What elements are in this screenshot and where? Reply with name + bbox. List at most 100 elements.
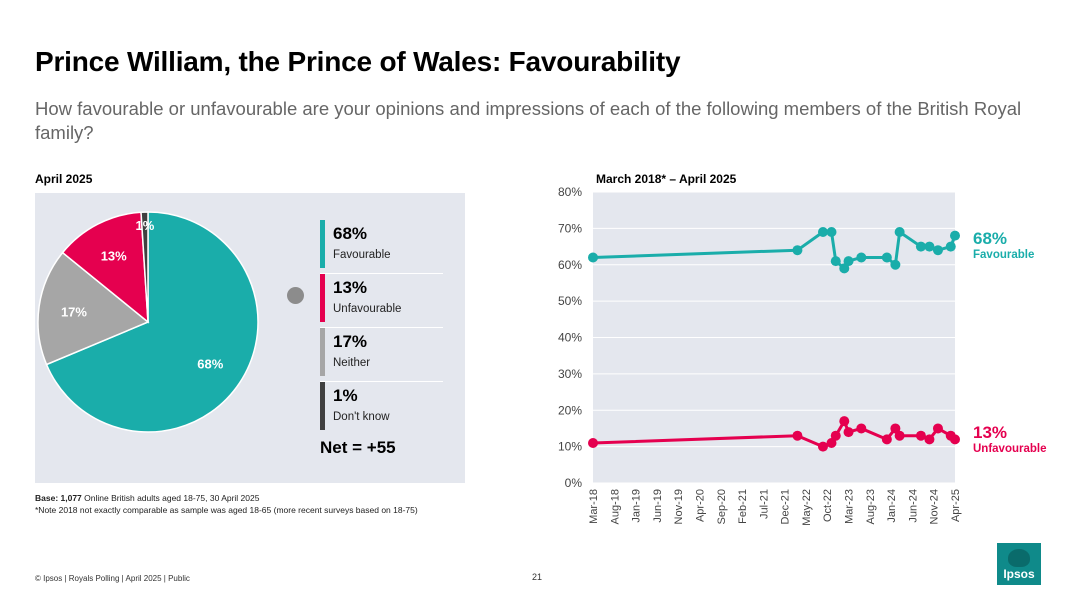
- data-point-unfavourable: [588, 437, 598, 448]
- y-tick-label: 80%: [558, 185, 582, 199]
- data-point-unfavourable: [890, 423, 901, 434]
- data-point-favourable: [924, 241, 935, 252]
- legend-divider: [320, 381, 443, 382]
- y-tick-label: 40%: [558, 331, 582, 345]
- x-tick-label: Jan-24: [886, 489, 898, 523]
- legend-dont-know: 1% Don't know: [320, 382, 443, 430]
- page-subtitle: How favourable or unfavourable are your …: [35, 98, 1022, 143]
- data-point-unfavourable: [881, 434, 892, 445]
- favourable-end-name: Favourable: [973, 249, 1035, 261]
- legend-favourable-pct: 68%: [333, 224, 368, 243]
- data-point-favourable: [915, 241, 926, 252]
- x-tick-label: Mar-23: [844, 489, 856, 524]
- x-tick-label: Dec-21: [780, 489, 792, 524]
- pie-slice-favourable: [45, 211, 259, 433]
- logo-mark-icon: [1008, 549, 1030, 567]
- data-point-favourable: [932, 245, 943, 256]
- data-point-unfavourable: [856, 423, 867, 434]
- page-number: 21: [532, 572, 543, 582]
- data-point-unfavourable: [843, 427, 854, 438]
- x-tick-label: Apr-25: [950, 489, 962, 522]
- x-tick-label: Jun-19: [652, 489, 664, 523]
- unfavourable-end-pct: 13%: [973, 423, 1008, 442]
- pie-panel: 68% 17% 13% 1% 68% Favourable 13% Unfavoura…: [35, 193, 465, 483]
- data-point-favourable: [856, 252, 867, 263]
- x-tick-label: Feb-21: [737, 489, 749, 524]
- data-point-favourable: [588, 252, 598, 263]
- data-point-unfavourable: [839, 416, 850, 427]
- y-tick-label: 20%: [558, 403, 582, 417]
- data-point-favourable: [839, 263, 850, 274]
- x-tick-label: Nov-19: [673, 489, 685, 524]
- legend-neither: 17% Neither: [320, 328, 443, 376]
- data-point-unfavourable: [817, 441, 828, 452]
- legend-unfavourable: 13% Unfavourable: [320, 274, 443, 322]
- x-tick-label: Aug-23: [865, 489, 877, 524]
- x-tick-label: Apr-20: [694, 489, 706, 522]
- x-tick-label: May-22: [801, 489, 813, 526]
- pie-label-neither: 17%: [61, 304, 87, 319]
- data-point-unfavourable: [950, 434, 960, 445]
- legend-unfavourable-swatch: [320, 274, 325, 322]
- legend-favourable-label: Favourable: [333, 249, 391, 261]
- data-point-favourable: [792, 245, 803, 256]
- line-panel-label: March 2018* – April 2025: [596, 172, 737, 186]
- x-tick-label: Nov-24: [929, 489, 941, 524]
- pie-panel-label: April 2025: [35, 172, 93, 186]
- y-tick-label: 0%: [565, 476, 583, 490]
- ipsos-logo: Ipsos: [997, 543, 1041, 585]
- data-point-favourable: [881, 252, 892, 263]
- footer: © Ipsos | Royals Polling | April 2025 | …: [35, 574, 190, 583]
- comparability-note: *Note 2018 not exactly comparable as sam…: [35, 505, 418, 515]
- data-point-favourable: [843, 256, 854, 267]
- pie-label-unfavourable: 13%: [101, 249, 127, 264]
- x-tick-label: Mar-18: [588, 489, 600, 524]
- legend-divider: [320, 327, 443, 328]
- data-point-favourable: [826, 227, 837, 238]
- x-tick-label: Jan-19: [631, 489, 643, 523]
- pie-slice-unfavourable: [61, 211, 149, 324]
- data-point-favourable: [894, 227, 905, 238]
- data-point-favourable: [817, 227, 828, 238]
- data-point-unfavourable: [894, 430, 905, 441]
- pie-label-favourable: 68%: [197, 356, 223, 371]
- y-tick-label: 30%: [558, 367, 582, 381]
- y-tick-label: 60%: [558, 258, 582, 272]
- page-title: Prince William, the Prince of Wales: Fav…: [35, 46, 681, 77]
- pie-label-don-t-know: 1%: [136, 218, 155, 233]
- x-tick-label: Jul-21: [758, 489, 770, 519]
- favourable-end-pct: 68%: [973, 229, 1008, 248]
- logo-text: Ipsos: [1003, 567, 1035, 581]
- bullet-dot: [287, 287, 304, 304]
- data-point-favourable: [945, 241, 956, 252]
- y-tick-label: 50%: [558, 294, 582, 308]
- legend-neither-pct: 17%: [333, 332, 368, 351]
- base-note-bold: Base: 1,077: [35, 493, 82, 503]
- legend-dont-know-label: Don't know: [333, 411, 390, 423]
- data-point-unfavourable: [792, 430, 803, 441]
- base-note-text: Online British adults aged 18-75, 30 Apr…: [81, 493, 260, 503]
- data-point-unfavourable: [924, 434, 935, 445]
- x-tick-label: Jun-24: [907, 489, 919, 523]
- pie-chart: 68% 17% 13% 1%: [37, 211, 259, 433]
- line-chart: 0% 10% 20% 30% 40% 50% 60% 70% 80% Mar-18 Aug-18 Ja…: [558, 185, 962, 526]
- legend-favourable-swatch: [320, 220, 325, 268]
- x-tick-label: Oct-22: [822, 489, 834, 522]
- pie-slice-neither: [37, 251, 150, 366]
- data-point-unfavourable: [830, 430, 841, 441]
- legend-favourable: 68% Favourable: [320, 220, 443, 268]
- y-tick-label: 70%: [558, 221, 582, 235]
- legend-neither-swatch: [320, 328, 325, 376]
- favourable-end-label: 68% Favourable: [973, 229, 1034, 261]
- x-tick-label: Sep-20: [716, 489, 728, 524]
- data-point-favourable: [890, 259, 901, 270]
- data-point-favourable: [950, 230, 960, 241]
- data-point-unfavourable: [915, 430, 926, 441]
- legend-divider: [320, 273, 443, 274]
- unfavourable-end-name: Unfavourable: [973, 443, 1047, 455]
- legend-neither-label: Neither: [333, 357, 371, 369]
- data-point-unfavourable: [826, 437, 837, 448]
- net-score: Net = +55: [320, 438, 396, 457]
- legend-unfavourable-label: Unfavourable: [333, 303, 402, 315]
- data-point-unfavourable: [932, 423, 943, 434]
